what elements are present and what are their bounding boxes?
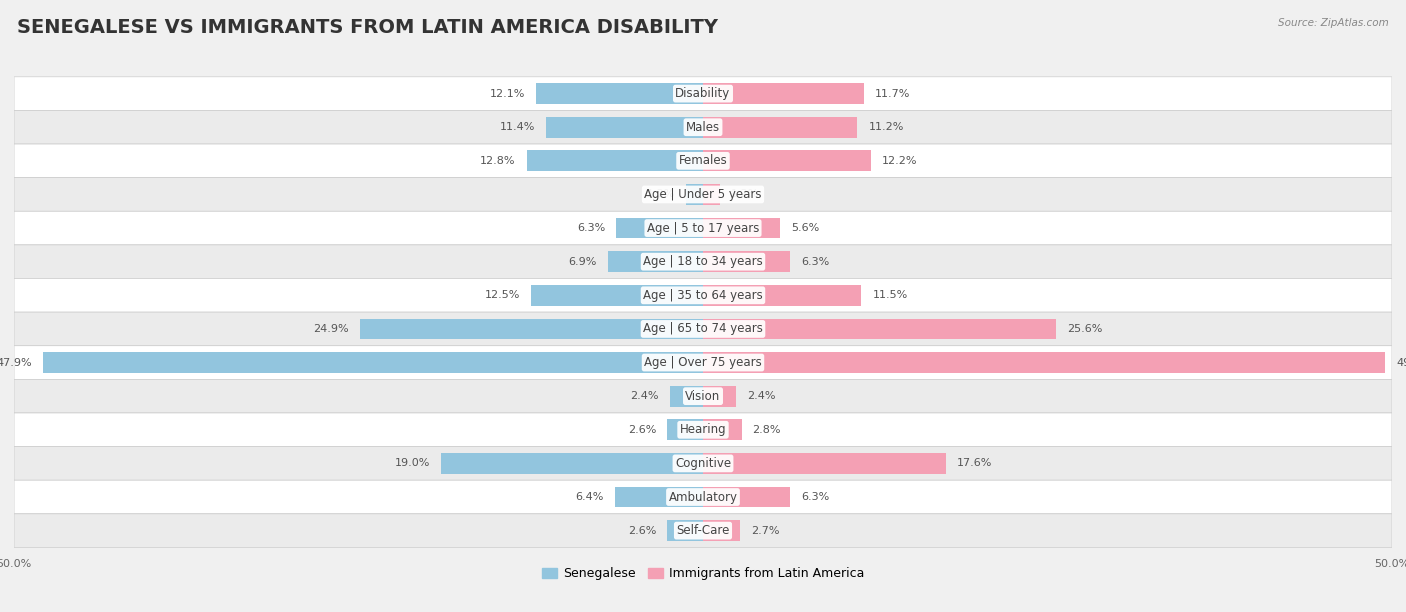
Bar [703,218,780,239]
Text: Cognitive: Cognitive [675,457,731,470]
FancyBboxPatch shape [14,346,1392,379]
Text: 25.6%: 25.6% [1067,324,1102,334]
FancyBboxPatch shape [14,245,1392,278]
FancyBboxPatch shape [14,379,1392,413]
Bar [703,487,790,507]
Bar [703,386,737,406]
FancyBboxPatch shape [14,312,1392,346]
Text: 2.6%: 2.6% [627,526,657,536]
FancyBboxPatch shape [14,144,1392,177]
Bar [616,218,703,239]
Bar [703,83,865,104]
Text: 5.6%: 5.6% [792,223,820,233]
FancyBboxPatch shape [14,480,1392,514]
Bar [703,285,862,306]
Text: Age | Under 5 years: Age | Under 5 years [644,188,762,201]
FancyBboxPatch shape [14,413,1392,447]
Text: Disability: Disability [675,87,731,100]
Bar [703,520,740,541]
Text: 1.2%: 1.2% [731,190,759,200]
Text: 49.5%: 49.5% [1396,357,1406,368]
Text: 6.9%: 6.9% [568,256,598,267]
Text: 2.7%: 2.7% [751,526,780,536]
Text: SENEGALESE VS IMMIGRANTS FROM LATIN AMERICA DISABILITY: SENEGALESE VS IMMIGRANTS FROM LATIN AMER… [17,18,718,37]
Bar [703,419,741,440]
Legend: Senegalese, Immigrants from Latin America: Senegalese, Immigrants from Latin Americ… [537,562,869,585]
Bar [614,487,703,507]
Text: Source: ZipAtlas.com: Source: ZipAtlas.com [1278,18,1389,28]
Bar [536,83,703,104]
Bar [703,252,790,272]
Bar [703,352,1385,373]
Text: 12.1%: 12.1% [489,89,526,99]
Bar [546,117,703,138]
Bar [703,184,720,205]
Text: Males: Males [686,121,720,134]
Bar [703,318,1056,339]
Bar [668,419,703,440]
Text: 24.9%: 24.9% [314,324,349,334]
FancyBboxPatch shape [14,110,1392,144]
Text: 11.5%: 11.5% [873,290,908,300]
Text: 2.4%: 2.4% [747,391,776,401]
Text: 1.2%: 1.2% [647,190,675,200]
Text: 6.4%: 6.4% [575,492,603,502]
Text: 2.8%: 2.8% [752,425,782,435]
Text: Self-Care: Self-Care [676,524,730,537]
FancyBboxPatch shape [14,278,1392,312]
Bar [703,117,858,138]
Text: Vision: Vision [685,390,721,403]
Text: Age | Over 75 years: Age | Over 75 years [644,356,762,369]
FancyBboxPatch shape [14,211,1392,245]
FancyBboxPatch shape [14,514,1392,548]
Text: 19.0%: 19.0% [395,458,430,468]
Bar [703,453,945,474]
FancyBboxPatch shape [14,177,1392,211]
Bar [703,151,872,171]
Text: Age | 35 to 64 years: Age | 35 to 64 years [643,289,763,302]
Text: 6.3%: 6.3% [576,223,605,233]
Text: 11.4%: 11.4% [499,122,534,132]
Bar [668,520,703,541]
Text: 2.6%: 2.6% [627,425,657,435]
Bar [44,352,703,373]
Text: 12.2%: 12.2% [882,156,918,166]
Text: Ambulatory: Ambulatory [668,490,738,504]
Text: 12.8%: 12.8% [479,156,516,166]
Bar [531,285,703,306]
Text: 11.2%: 11.2% [869,122,904,132]
Text: 6.3%: 6.3% [801,256,830,267]
Bar [686,184,703,205]
Bar [360,318,703,339]
Text: Hearing: Hearing [679,424,727,436]
Bar [607,252,703,272]
Text: 6.3%: 6.3% [801,492,830,502]
Text: 11.7%: 11.7% [875,89,911,99]
Text: 47.9%: 47.9% [0,357,32,368]
FancyBboxPatch shape [14,76,1392,110]
Text: 17.6%: 17.6% [956,458,991,468]
Text: Age | 18 to 34 years: Age | 18 to 34 years [643,255,763,268]
Text: 12.5%: 12.5% [484,290,520,300]
Bar [441,453,703,474]
Text: 2.4%: 2.4% [630,391,659,401]
Text: Females: Females [679,154,727,167]
Text: Age | 5 to 17 years: Age | 5 to 17 years [647,222,759,234]
Bar [527,151,703,171]
Bar [669,386,703,406]
FancyBboxPatch shape [14,447,1392,480]
Text: Age | 65 to 74 years: Age | 65 to 74 years [643,323,763,335]
